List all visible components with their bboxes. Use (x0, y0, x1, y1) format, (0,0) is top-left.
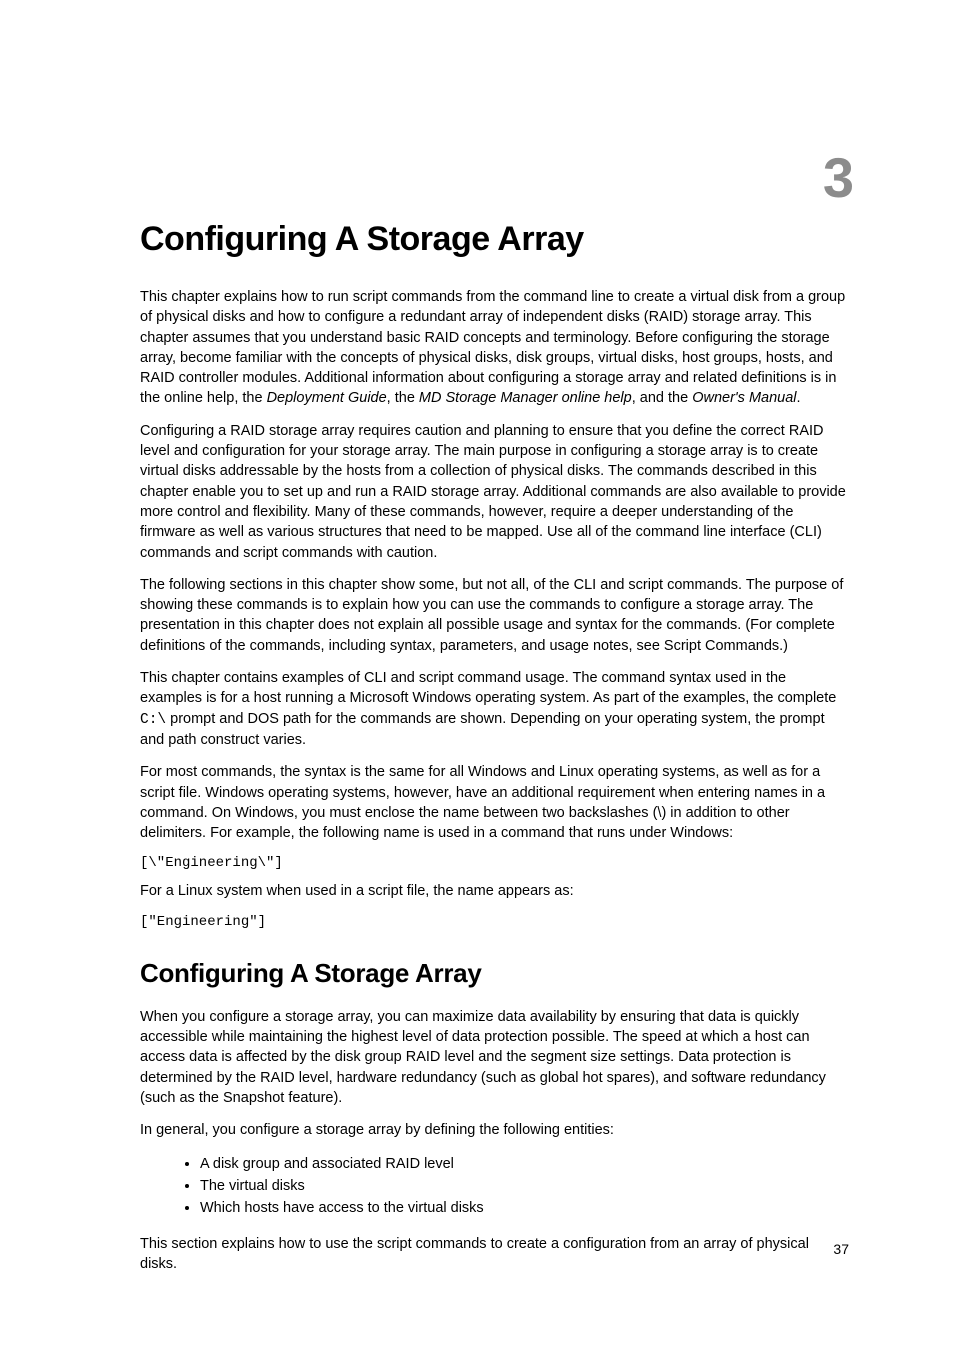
chapter-title: Configuring A Storage Array (140, 220, 849, 259)
text: prompt and DOS path for the commands are… (140, 711, 825, 748)
paragraph: For a Linux system when used in a script… (140, 881, 849, 901)
text: , the (387, 390, 419, 406)
inline-code: C:\ (140, 712, 166, 728)
paragraph: When you configure a storage array, you … (140, 1007, 849, 1108)
code-block: ["Engineering"] (140, 914, 849, 930)
list-item: A disk group and associated RAID level (200, 1153, 849, 1175)
italic-text: Owner's Manual (692, 390, 796, 406)
chapter-number: 3 (823, 150, 854, 206)
list-item: The virtual disks (200, 1175, 849, 1197)
paragraph: For most commands, the syntax is the sam… (140, 762, 849, 843)
paragraph: Configuring a RAID storage array require… (140, 421, 849, 563)
page-number: 37 (833, 1241, 849, 1257)
paragraph: This section explains how to use the scr… (140, 1234, 849, 1275)
text: This chapter explains how to run script … (140, 289, 845, 406)
italic-text: Deployment Guide (267, 390, 387, 406)
list-item: Which hosts have access to the virtual d… (200, 1197, 849, 1219)
bullet-list: A disk group and associated RAID level T… (140, 1153, 849, 1220)
text: This chapter contains examples of CLI an… (140, 670, 836, 706)
document-page: 3 Configuring A Storage Array This chapt… (0, 0, 954, 1367)
italic-text: MD Storage Manager online help (419, 390, 632, 406)
paragraph-intro: This chapter explains how to run script … (140, 287, 849, 409)
text: . (797, 390, 801, 406)
paragraph: This chapter contains examples of CLI an… (140, 668, 849, 750)
text: , and the (632, 390, 692, 406)
paragraph: In general, you configure a storage arra… (140, 1120, 849, 1140)
code-block: [\"Engineering\"] (140, 855, 849, 871)
section-title: Configuring A Storage Array (140, 958, 849, 989)
paragraph: The following sections in this chapter s… (140, 575, 849, 656)
